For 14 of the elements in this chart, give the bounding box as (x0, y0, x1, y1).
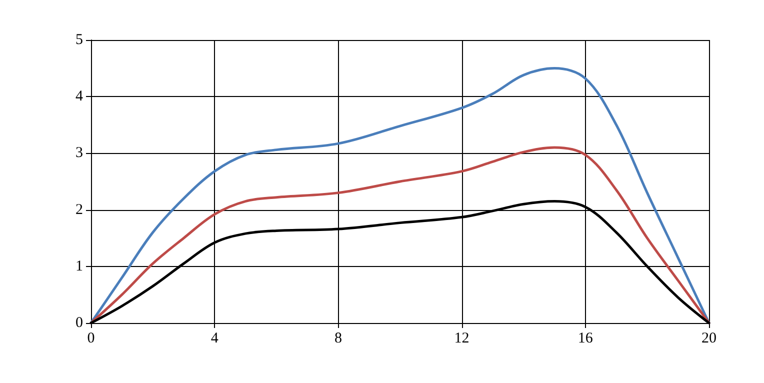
y-tick-label: 3 (76, 145, 83, 162)
y-tick-label: 1 (76, 258, 83, 274)
y-tick-label: 0 (76, 315, 83, 331)
x-tick-label: 0 (87, 330, 95, 346)
y-tick-label: 2 (76, 202, 83, 218)
line-series (90, 146, 710, 324)
x-tick-label: 8 (334, 330, 342, 346)
x-tick-label: 12 (454, 330, 470, 346)
y-tick-label: 5 (76, 32, 83, 48)
x-tick-label: 4 (210, 330, 219, 346)
line-series (90, 67, 710, 324)
x-tick-label: 16 (578, 330, 594, 346)
x-tick-label: 20 (702, 330, 716, 346)
y-tick-label: 4 (76, 88, 84, 105)
